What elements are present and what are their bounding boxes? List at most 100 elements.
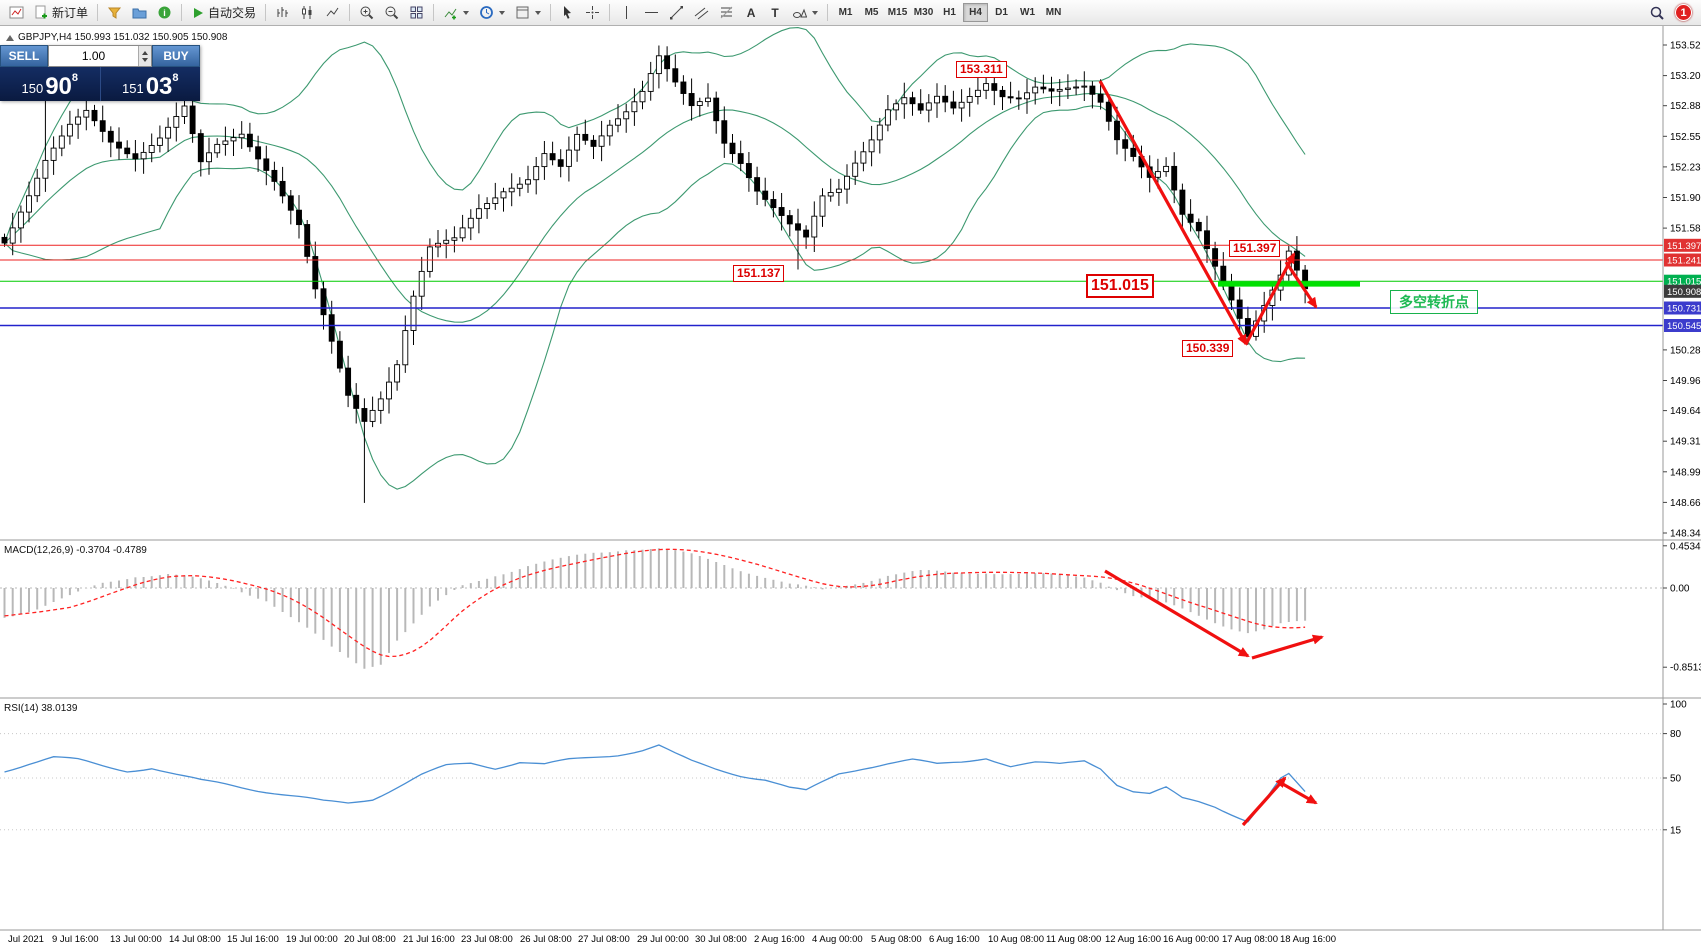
cursor-icon[interactable] — [556, 2, 579, 24]
chart-canvas[interactable]: 153.525 153.200 152.880 152.555 152.230 151.9… — [0, 26, 1701, 946]
timeframe-button-M15[interactable]: M15 — [887, 7, 908, 18]
channel-tool-icon[interactable] — [690, 2, 713, 24]
dropdown-caret-icon — [535, 10, 542, 15]
trade-panel-prices: 150 90 8 151 03 8 — [0, 67, 200, 101]
svg-text:29 Jul 00:00: 29 Jul 00:00 — [637, 934, 689, 945]
text-tool-icon[interactable]: A — [746, 5, 756, 20]
crosshair-icon[interactable] — [581, 2, 604, 24]
turning-point-label[interactable]: 多空转折点 — [1390, 290, 1478, 314]
tile-windows-icon[interactable] — [405, 2, 428, 24]
rsi-indicator-label: RSI(14) 38.0139 — [4, 703, 78, 714]
buy-price-pips: 03 — [145, 73, 173, 100]
price-axis[interactable]: 153.525 153.200 152.880 152.555 152.230 151.9… — [1663, 41, 1701, 540]
candles[interactable] — [1, 45, 1309, 503]
svg-text:151.015: 151.015 — [1667, 277, 1701, 288]
new-chart-icon[interactable] — [103, 2, 126, 24]
sell-button[interactable]: SELL — [0, 45, 48, 67]
svg-text:50: 50 — [1670, 774, 1682, 785]
svg-text:149.960: 149.960 — [1670, 376, 1701, 387]
price-callout[interactable]: 150.339 — [1182, 340, 1234, 357]
templates-icon[interactable] — [511, 2, 545, 24]
svg-text:0.4534: 0.4534 — [1670, 541, 1701, 552]
timeframe-button-H1[interactable]: H1 — [943, 7, 956, 18]
time-axis[interactable]: Jul 2021 9 Jul 16:00 13 Jul 00:00 14 Jul 08… — [8, 934, 1336, 945]
search-icon[interactable] — [1645, 2, 1669, 24]
volume-down-icon[interactable] — [142, 57, 148, 62]
volume-input[interactable] — [49, 46, 138, 66]
fibonacci-tool-icon[interactable] — [715, 2, 738, 24]
auto-trading-label: 自动交易 — [208, 6, 257, 20]
svg-text:23 Jul 08:00: 23 Jul 08:00 — [461, 934, 513, 945]
price-callout[interactable]: 153.311 — [956, 61, 1007, 78]
price-callout[interactable]: 151.137 — [733, 265, 785, 282]
svg-text:15: 15 — [1670, 825, 1682, 836]
auto-trading-button[interactable]: 自动交易 — [187, 2, 260, 24]
svg-text:149.315: 149.315 — [1670, 437, 1701, 448]
data-window-icon[interactable]: i — [153, 2, 176, 24]
timeframe-button-W1[interactable]: W1 — [1020, 7, 1036, 18]
vertical-line-tool-icon[interactable] — [615, 2, 638, 24]
sell-price[interactable]: 150 90 8 — [0, 67, 101, 101]
toolbar-separator — [433, 4, 435, 21]
volume-stepper[interactable] — [138, 46, 151, 66]
candlestick-chart-icon[interactable] — [296, 2, 319, 24]
timeframe-button-H4[interactable]: H4 — [963, 3, 989, 22]
horizontal-line-tool-icon[interactable] — [640, 2, 663, 24]
macd-indicator-label: MACD(12,26,9) -0.3704 -0.4789 — [4, 545, 147, 556]
price-callout[interactable]: 151.397 — [1229, 240, 1281, 257]
svg-text:-0.8513: -0.8513 — [1670, 663, 1701, 674]
svg-text:16 Aug 00:00: 16 Aug 00:00 — [1163, 934, 1219, 945]
dropdown-caret-icon — [499, 10, 506, 15]
notification-badge[interactable]: 1 — [1675, 4, 1692, 21]
svg-text:149.640: 149.640 — [1670, 406, 1701, 417]
periods-icon[interactable] — [475, 2, 509, 24]
timeframe-button-MN[interactable]: MN — [1045, 7, 1062, 18]
svg-text:Jul 2021: Jul 2021 — [8, 934, 44, 945]
zoom-out-icon[interactable] — [380, 2, 403, 24]
trendline-tool-icon[interactable] — [665, 2, 688, 24]
svg-text:15 Jul 16:00: 15 Jul 16:00 — [227, 934, 279, 945]
svg-text:150.908: 150.908 — [1667, 287, 1701, 298]
new-order-label: 新订单 — [52, 6, 89, 20]
volume-up-icon[interactable] — [142, 50, 148, 55]
svg-text:20 Jul 08:00: 20 Jul 08:00 — [344, 934, 396, 945]
svg-text:150.731: 150.731 — [1667, 304, 1701, 315]
svg-text:151.905: 151.905 — [1670, 193, 1701, 204]
bar-chart-icon[interactable] — [271, 2, 294, 24]
svg-text:151.580: 151.580 — [1670, 224, 1701, 235]
svg-text:148.340: 148.340 — [1670, 529, 1701, 540]
svg-text:152.880: 152.880 — [1670, 101, 1701, 112]
timeframe-button-M5[interactable]: M5 — [864, 7, 879, 18]
shapes-tool-icon[interactable] — [788, 2, 822, 24]
svg-text:5 Aug 08:00: 5 Aug 08:00 — [871, 934, 922, 945]
label-tool-icon[interactable]: T — [771, 5, 779, 20]
svg-text:27 Jul 08:00: 27 Jul 08:00 — [578, 934, 630, 945]
timeframe-button-M30[interactable]: M30 — [913, 7, 934, 18]
new-order-button[interactable]: 新订单 — [30, 2, 92, 24]
timeframe-button-M1[interactable]: M1 — [838, 7, 853, 18]
svg-text:80: 80 — [1670, 729, 1682, 740]
svg-text:6 Aug 16:00: 6 Aug 16:00 — [929, 934, 980, 945]
svg-text:152.230: 152.230 — [1670, 162, 1701, 173]
profiles-icon[interactable] — [128, 2, 151, 24]
trend-arrows — [1098, 80, 1324, 827]
price-callout[interactable]: 151.015 — [1086, 274, 1154, 298]
chart-workspace[interactable]: 153.525 153.200 152.880 152.555 152.230 151.9… — [0, 26, 1701, 946]
buy-button[interactable]: BUY — [152, 45, 200, 67]
chart-window-icon[interactable] — [5, 2, 28, 24]
zoom-in-icon[interactable] — [355, 2, 378, 24]
sell-price-point: 8 — [71, 72, 79, 84]
toolbar-separator — [609, 4, 611, 21]
indicators-icon[interactable] — [439, 2, 473, 24]
horizontal-lines[interactable] — [0, 244, 1663, 327]
toolbar-separator — [349, 4, 351, 21]
timeframe-button-D1[interactable]: D1 — [995, 7, 1008, 18]
volume-field[interactable] — [48, 45, 152, 67]
buy-price[interactable]: 151 03 8 — [101, 67, 201, 101]
symbol-ohlc-text: GBPJPY,H4 150.993 151.032 150.905 150.90… — [18, 32, 228, 43]
line-chart-icon[interactable] — [321, 2, 344, 24]
svg-text:152.555: 152.555 — [1670, 132, 1701, 143]
bollinger-bands — [3, 27, 1306, 490]
collapse-panel-icon[interactable] — [6, 34, 14, 41]
